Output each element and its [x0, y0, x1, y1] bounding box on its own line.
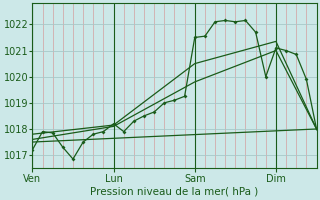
X-axis label: Pression niveau de la mer( hPa ): Pression niveau de la mer( hPa ) — [90, 187, 259, 197]
